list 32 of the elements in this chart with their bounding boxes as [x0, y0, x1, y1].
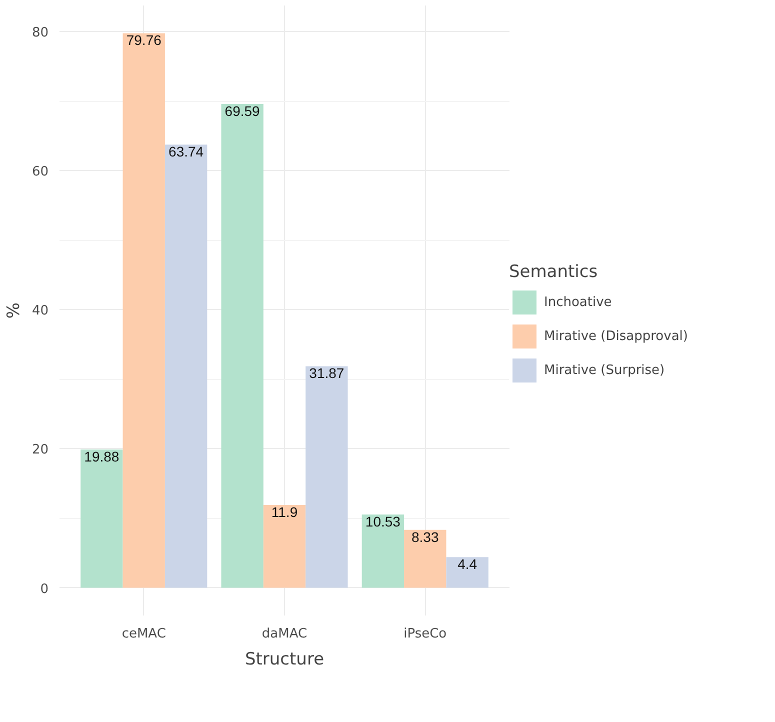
x-axis-title: Structure: [244, 650, 324, 670]
data-label: 8.33: [412, 528, 439, 545]
data-label: 31.87: [309, 365, 344, 382]
y-tick-label: 20: [32, 442, 49, 458]
bar: [164, 144, 208, 588]
data-label: 10.53: [365, 514, 401, 530]
bar: [362, 514, 404, 588]
y-axis-title: %: [4, 302, 24, 319]
bar: [446, 557, 488, 588]
y-tick-label: 0: [40, 582, 49, 597]
bar: [306, 366, 348, 588]
x-tick-label: iPseCo: [404, 626, 447, 642]
data-label: 63.74: [168, 144, 204, 160]
legend-label: Inchoative: [544, 294, 612, 310]
bar: [80, 450, 123, 588]
y-tick-label: 40: [32, 304, 49, 319]
data-label: 11.9: [271, 504, 298, 520]
bar: [122, 33, 165, 588]
bar: [263, 505, 306, 588]
x-tick-label: daMAC: [262, 626, 308, 642]
y-tick-label: 60: [32, 164, 49, 180]
bar: [221, 104, 264, 588]
x-tick-label: ceMAC: [122, 626, 166, 642]
bar: [404, 530, 446, 588]
data-label: 79.76: [126, 32, 162, 48]
y-tick-label: 80: [32, 26, 49, 41]
data-label: 69.59: [224, 102, 260, 119]
legend-label: Mirative (Disapproval): [544, 328, 688, 344]
legend-title: Semantics: [509, 262, 599, 282]
legend-label: Mirative (Surprise): [544, 362, 665, 378]
data-label: 19.88: [84, 448, 120, 465]
data-label: 4.4: [458, 556, 478, 572]
